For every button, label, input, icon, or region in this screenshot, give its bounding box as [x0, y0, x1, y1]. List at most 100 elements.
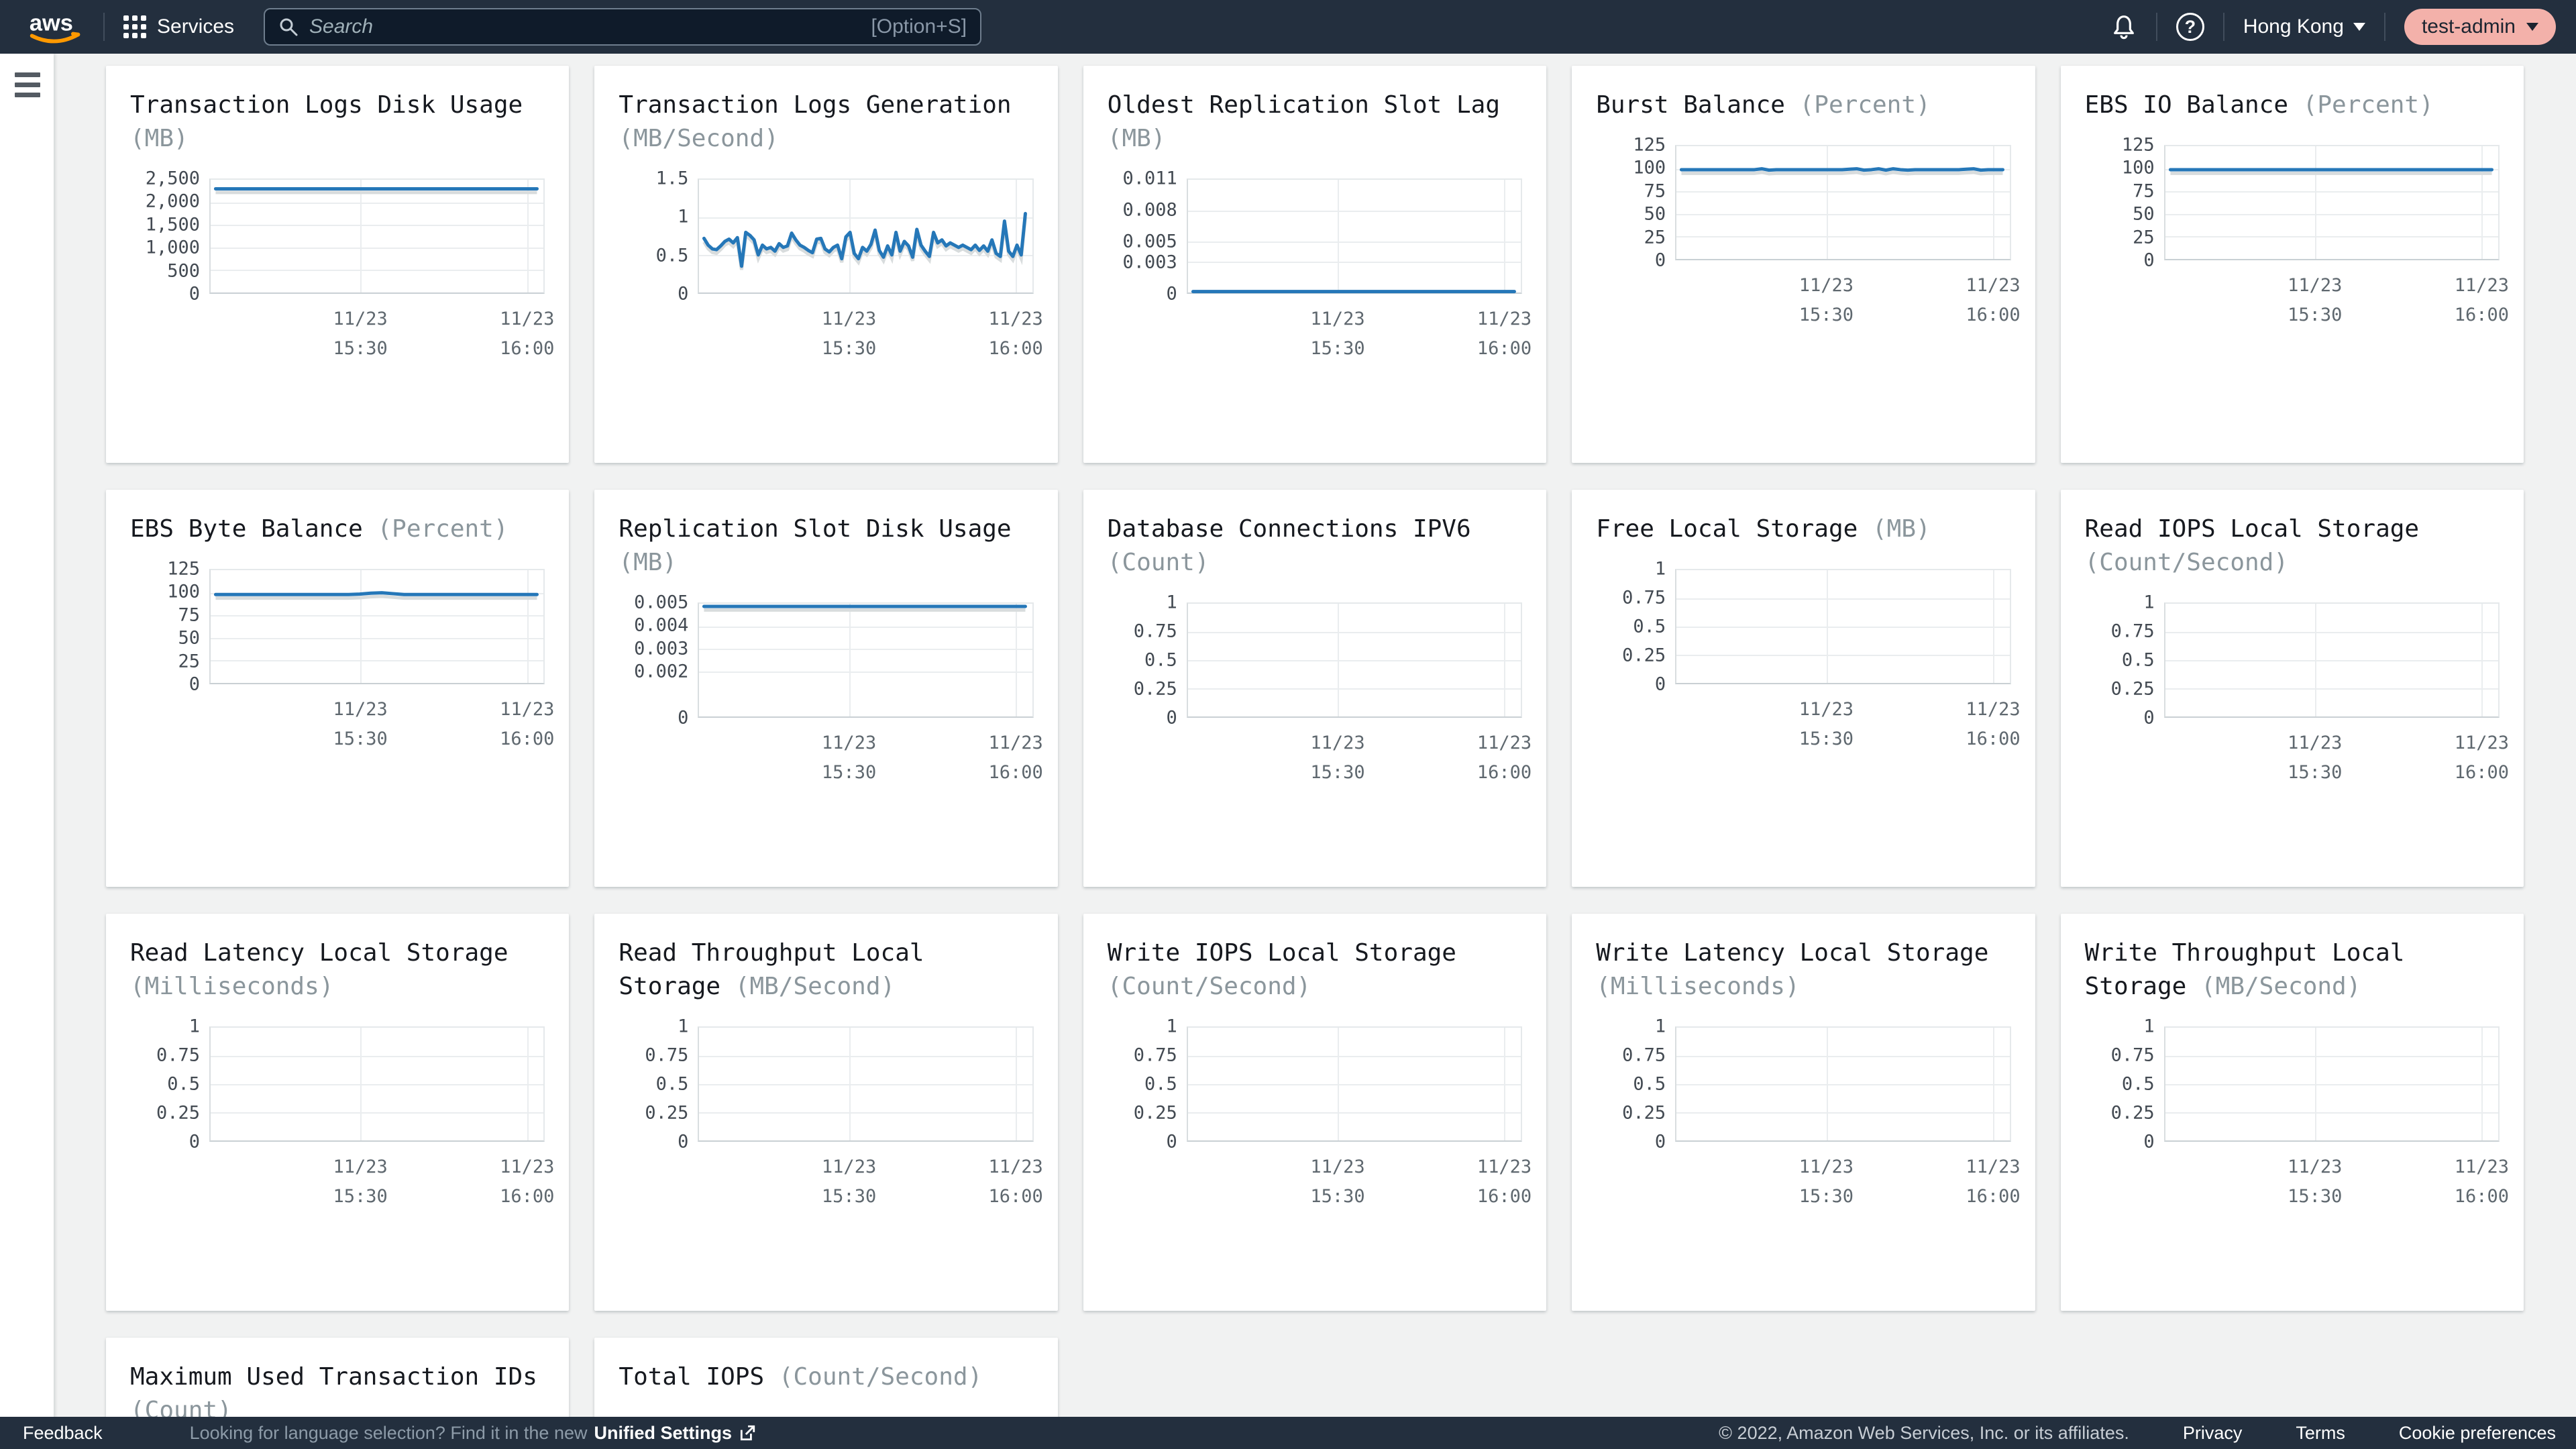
terms-link[interactable]: Terms [2296, 1422, 2345, 1443]
plot-area[interactable] [1187, 178, 1522, 294]
y-tick-label: 0.004 [634, 614, 689, 636]
y-axis-labels: 1 0.75 0.5 0.25 0 [1596, 559, 1666, 695]
notifications-bell-button[interactable] [2110, 13, 2137, 40]
x-tick-label: 11/23 16:00 [1477, 1157, 1532, 1207]
plot-area[interactable] [698, 1026, 1034, 1142]
metric-title-text: Write Throughput Local Storage [2084, 939, 2405, 1000]
horizontal-gridline [1676, 191, 2010, 193]
y-tick-label: 1,000 [145, 237, 200, 258]
horizontal-gridline [211, 202, 544, 204]
x-tick-label: 11/23 15:30 [1799, 699, 1854, 749]
x-axis-labels: 11/23 15:30 11/23 16:00 [1675, 1152, 2021, 1217]
plot-column: 11/23 15:30 11/23 16:00 [698, 178, 1043, 369]
services-menu-button[interactable]: Services [123, 15, 234, 38]
plot-column: 11/23 15:30 11/23 16:00 [2163, 602, 2509, 793]
horizontal-gridline [2165, 213, 2498, 215]
vertical-gridline [1992, 1028, 1994, 1140]
metric-chart: 1.5 1 0.5 0 11/23 15:30 11/23 16:00 [619, 168, 1043, 369]
y-tick-label: 0.25 [156, 1102, 200, 1124]
x-tick-label: 11/23 16:00 [1477, 733, 1532, 783]
metric-unit: (MB/Second) [735, 973, 896, 1000]
plot-area[interactable] [698, 602, 1033, 718]
metric-title-text: Read Latency Local Storage [130, 939, 508, 967]
vertical-gridline [2481, 146, 2483, 259]
x-tick-label: 11/23 16:00 [1966, 275, 2021, 325]
cookie-preferences-link[interactable]: Cookie preferences [2398, 1422, 2556, 1443]
feedback-button[interactable]: Feedback [23, 1422, 103, 1443]
metric-card: Write Throughput Local Storage (MB/Secon… [2060, 914, 2524, 1311]
collapsed-sidebar [0, 54, 54, 1449]
metric-title-text: Total IOPS [619, 1363, 779, 1391]
x-tick-label: 11/23 15:30 [333, 699, 388, 749]
y-tick-label: 0.75 [1622, 587, 1666, 608]
vertical-gridline [1826, 570, 1828, 683]
metric-card: Write IOPS Local Storage (Count/Second) … [1083, 914, 1547, 1311]
metric-chart: 1 0.75 0.5 0.25 0 11/23 15:30 11/23 16:00 [1108, 1016, 1532, 1217]
plot-area[interactable] [209, 569, 545, 684]
plot-area[interactable] [1186, 1026, 1523, 1142]
search-input[interactable] [309, 15, 861, 38]
aws-smile-icon [30, 32, 80, 44]
y-tick-label: 75 [178, 604, 200, 626]
y-axis-labels: 1 0.75 0.5 0.25 0 [2085, 592, 2155, 729]
x-tick-label: 11/23 15:30 [2288, 275, 2343, 325]
metric-title: EBS Byte Balance (Percent) [130, 513, 545, 546]
help-button[interactable]: ? [2176, 13, 2204, 41]
x-tick-label: 11/23 15:30 [333, 1157, 388, 1207]
y-axis-labels: 1 0.75 0.5 0.25 0 [1108, 592, 1177, 729]
services-label: Services [157, 15, 235, 38]
aws-smile-tip [70, 32, 80, 37]
horizontal-gridline [211, 270, 544, 272]
plot-area[interactable] [1675, 145, 2010, 260]
y-tick-label: 0.75 [156, 1044, 200, 1066]
y-tick-label: 0.5 [1633, 1073, 1666, 1095]
y-tick-label: 0 [1654, 1131, 1666, 1152]
vertical-gridline [2314, 1028, 2316, 1140]
global-search-box[interactable]: [Option+S] [264, 8, 982, 46]
external-link-icon [740, 1425, 755, 1441]
x-tick-label: 11/23 15:30 [1310, 1157, 1365, 1207]
plot-area[interactable] [2163, 1026, 2500, 1142]
y-tick-label: 0.003 [634, 638, 689, 659]
plot-area[interactable] [2163, 602, 2500, 718]
chevron-down-icon [2526, 23, 2538, 31]
vertical-gridline [527, 1028, 529, 1140]
region-selector[interactable]: Hong Kong [2243, 15, 2365, 38]
plot-area[interactable] [1675, 569, 2011, 684]
x-axis-labels: 11/23 15:30 11/23 16:00 [209, 305, 555, 369]
y-tick-label: 0.5 [1144, 649, 1177, 671]
metric-unit: (Milliseconds) [1596, 973, 1800, 1000]
metric-card: Oldest Replication Slot Lag (MB) 0.011 0.… [1083, 66, 1547, 463]
vertical-gridline [1504, 1028, 1506, 1140]
plot-area[interactable] [2164, 145, 2500, 260]
horizontal-gridline [2165, 236, 2498, 238]
plot-area[interactable] [209, 1026, 545, 1142]
metric-title-text: Oldest Replication Slot Lag [1107, 91, 1500, 119]
unified-settings-link[interactable]: Unified Settings [594, 1422, 732, 1443]
privacy-link[interactable]: Privacy [2182, 1422, 2243, 1443]
plot-area[interactable] [1186, 602, 1523, 718]
open-menu-button[interactable] [15, 72, 40, 103]
y-tick-label: 0.011 [1122, 168, 1177, 189]
metric-title: Write Throughput Local Storage (MB/Secon… [2085, 936, 2500, 1004]
horizontal-gridline [699, 217, 1032, 219]
y-tick-label: 0.5 [655, 245, 689, 266]
metrics-grid: Transaction Logs Disk Usage (MB) 2,500 2,… [54, 54, 2576, 1449]
x-axis-labels: 11/23 15:30 11/23 16:00 [1675, 271, 2021, 335]
horizontal-gridline [1676, 598, 2010, 600]
account-menu-button[interactable]: test-admin [2404, 9, 2556, 45]
y-tick-label: 0 [189, 283, 200, 305]
vertical-gridline [1504, 604, 1506, 716]
vertical-gridline [1015, 1028, 1017, 1140]
x-axis-labels: 11/23 15:30 11/23 16:00 [1187, 305, 1532, 369]
aws-logo[interactable]: aws [27, 7, 85, 46]
search-shortcut-hint: [Option+S] [871, 15, 967, 38]
plot-area[interactable] [1675, 1026, 2011, 1142]
metric-line [215, 593, 537, 595]
y-tick-label: 0 [1166, 1131, 1177, 1152]
y-tick-label: 50 [178, 627, 200, 649]
x-tick-label: 11/23 15:30 [821, 733, 877, 783]
plot-area[interactable] [209, 178, 545, 294]
plot-area[interactable] [698, 178, 1033, 294]
y-axis-labels: 0.011 0.008 0.005 0.003 0 [1108, 168, 1177, 305]
